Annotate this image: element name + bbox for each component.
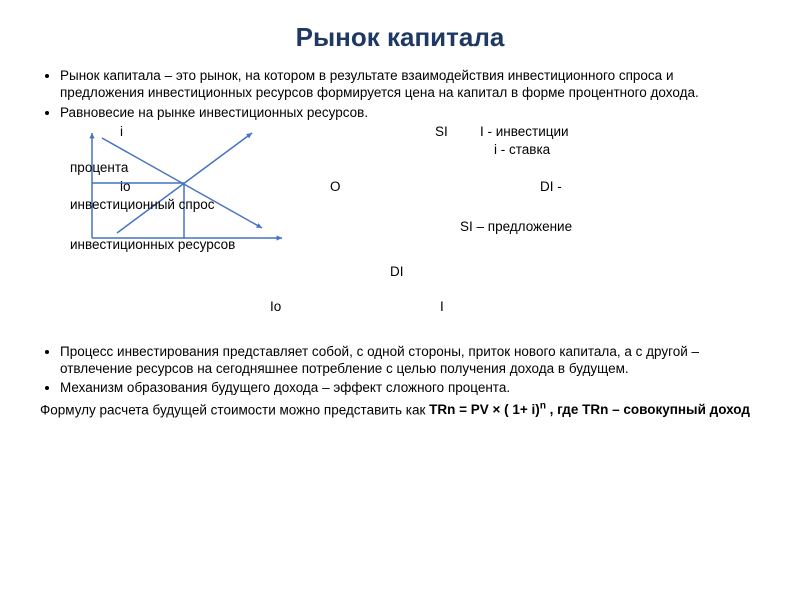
formula-intro: Формулу расчета будущей стоимости можно … xyxy=(40,402,429,417)
label-Io-x: Io xyxy=(270,298,281,315)
formula-line: Формулу расчета будущей стоимости можно … xyxy=(40,401,760,419)
slide-content: Рынок капитала – это рынок, на котором в… xyxy=(40,67,760,418)
bullet-2: Равновесие на рынке инвестиционных ресур… xyxy=(60,104,760,121)
label-SI-def2: инвестиционных ресурсов xyxy=(70,236,235,253)
formula-tail: , где TRn – совокупный доход xyxy=(546,402,750,417)
slide-title: Рынок капитала xyxy=(40,22,760,53)
formula-main: TRn = PV × ( 1+ i) xyxy=(429,402,540,417)
label-i-def: i - ставка xyxy=(494,141,550,158)
bullet-1: Рынок капитала – это рынок, на котором в… xyxy=(60,67,760,102)
label-DI-bottom: DI xyxy=(390,263,404,280)
label-i-axis: i xyxy=(120,123,123,140)
label-percent: процента xyxy=(70,159,128,176)
label-DI-def: DI - xyxy=(540,178,562,195)
label-O: O xyxy=(330,178,341,195)
label-SI-def: SI – предложение xyxy=(460,218,572,235)
bullet-3: Процесс инвестирования представляет собо… xyxy=(60,343,760,378)
label-I-x: I xyxy=(440,298,444,315)
label-DI-def2: инвестиционный спрос xyxy=(70,196,215,213)
label-SI-top: SI xyxy=(435,123,448,140)
label-I-def: I - инвестиции xyxy=(480,123,569,140)
bullet-4: Механизм образования будущего дохода – э… xyxy=(60,379,760,396)
label-io: io xyxy=(120,178,131,195)
